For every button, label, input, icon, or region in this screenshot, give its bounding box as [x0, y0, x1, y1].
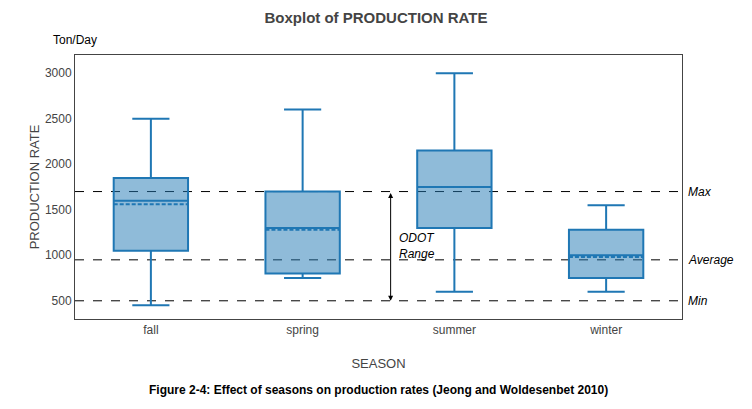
svg-text:ODOTRange: ODOTRange [399, 231, 435, 261]
svg-text:2000: 2000 [45, 157, 72, 171]
svg-text:SEASON: SEASON [351, 356, 405, 371]
svg-text:summer: summer [433, 323, 476, 337]
svg-text:500: 500 [52, 294, 72, 308]
svg-text:fall: fall [143, 323, 158, 337]
svg-text:Figure 2-4: Effect of seasons: Figure 2-4: Effect of seasons on product… [149, 383, 608, 397]
svg-text:1000: 1000 [45, 248, 72, 262]
svg-text:3000: 3000 [45, 66, 72, 80]
svg-text:winter: winter [589, 323, 622, 337]
svg-text:PRODUCTION RATE: PRODUCTION RATE [27, 124, 42, 249]
svg-text:Boxplot of PRODUCTION RATE: Boxplot of PRODUCTION RATE [264, 9, 487, 26]
svg-text:1500: 1500 [45, 203, 72, 217]
svg-text:Max: Max [688, 185, 712, 199]
svg-text:Average: Average [688, 253, 734, 267]
svg-text:2500: 2500 [45, 112, 72, 126]
svg-text:Ton/Day: Ton/Day [53, 33, 97, 47]
svg-text:Min: Min [688, 294, 708, 308]
svg-text:spring: spring [286, 323, 319, 337]
